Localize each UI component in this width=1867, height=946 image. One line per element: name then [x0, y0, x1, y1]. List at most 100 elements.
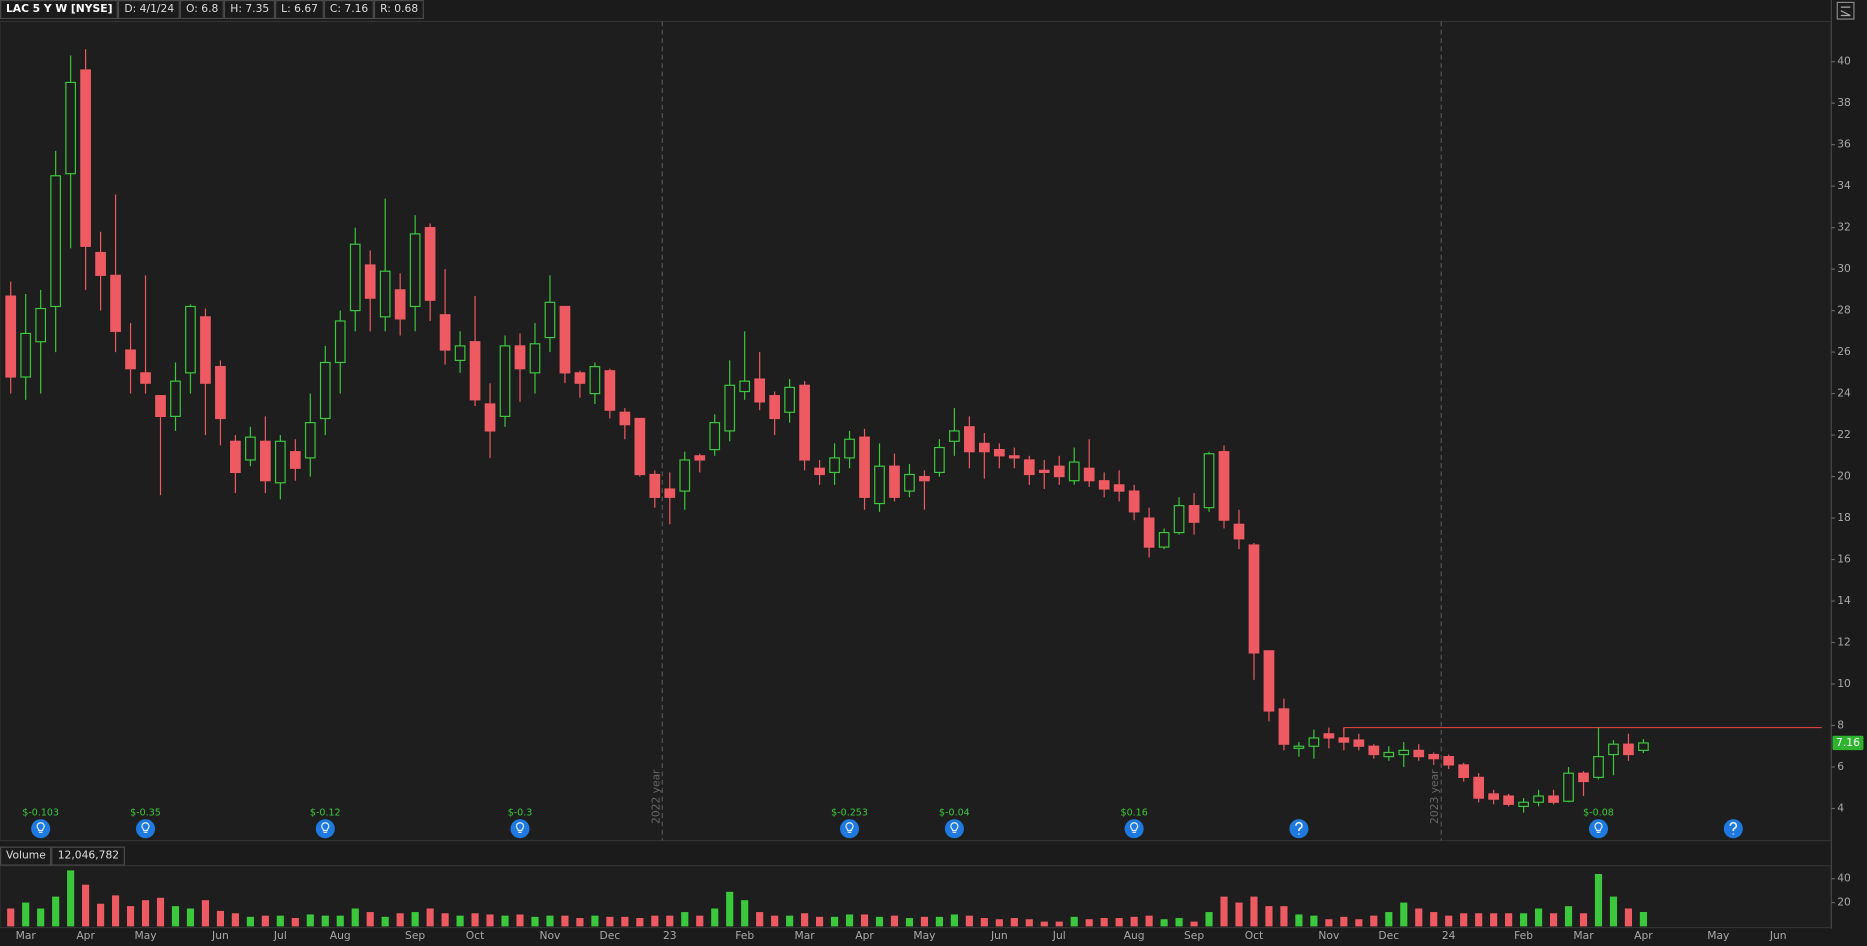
earnings-icon[interactable] [510, 819, 530, 839]
menu-glyph[interactable] [1840, 6, 1851, 17]
candle-body [274, 440, 286, 484]
earnings-marker[interactable]: $-0.35 [130, 808, 161, 839]
earnings-icon[interactable] [1124, 819, 1144, 839]
question-glyph [1729, 821, 1738, 835]
candle-body [140, 372, 151, 384]
candle-body [1143, 517, 1155, 548]
candle-body [1518, 801, 1529, 808]
volume-bar [1385, 912, 1393, 927]
volume-bar [1520, 913, 1528, 927]
earnings-marker[interactable] [1723, 819, 1743, 839]
volume-bar [1400, 902, 1408, 927]
header-bar: LAC 5 Y W [NYSE] D: 4/1/24 O: 6.8 H: 7.35 L… [0, 0, 425, 20]
volume-bar [1445, 915, 1453, 927]
y-tick-label: 38 [1837, 96, 1851, 109]
earnings-marker[interactable]: $-0.12 [310, 808, 341, 839]
candle-body [1488, 793, 1499, 800]
bulb-glyph [36, 822, 45, 833]
bulb-glyph [1129, 822, 1139, 833]
candle-body [978, 442, 990, 453]
x-tick-label: Jun [990, 929, 1008, 942]
candle-body [35, 307, 47, 343]
volume-bar [681, 912, 689, 927]
volume-bar [1505, 913, 1513, 927]
year-label: 2023 year [1428, 769, 1441, 824]
volume-bar [7, 908, 15, 927]
earnings-marker[interactable]: $-0.08 [1583, 808, 1614, 839]
x-tick-label: Apr [76, 929, 95, 942]
price-pane [0, 20, 1832, 842]
candle-body [80, 69, 91, 247]
earnings-marker[interactable]: $-0.3 [508, 808, 533, 839]
candle-body [739, 380, 751, 393]
earnings-marker[interactable]: $-0.253 [831, 808, 868, 839]
y-tick-label: 20 [1837, 470, 1851, 483]
earnings-icon[interactable] [31, 819, 51, 839]
candle-body [1428, 753, 1440, 760]
candle-body [215, 366, 226, 420]
volume-bar [486, 914, 494, 927]
earnings-marker[interactable]: $-0.103 [22, 808, 59, 839]
candle-body [1548, 795, 1559, 803]
volume-bar [471, 913, 479, 927]
volume-bar [696, 915, 704, 927]
candle-body [1113, 484, 1125, 492]
candle-body [829, 457, 840, 474]
volume-bar [37, 908, 45, 927]
candle-body [993, 449, 1005, 457]
volume-bar [1609, 896, 1618, 927]
x-tick-label: Apr [855, 929, 874, 942]
candle-body [245, 436, 256, 461]
candle-body [1218, 451, 1230, 521]
x-tick-label: Jul [273, 929, 287, 942]
year-label: 2022 year [649, 769, 662, 824]
candle-body [814, 467, 825, 476]
x-tick-label: May [913, 929, 936, 942]
earnings-icon[interactable] [315, 819, 335, 839]
menu-box[interactable] [1836, 1, 1855, 20]
volume-bar [366, 912, 374, 927]
candle-body [1308, 737, 1320, 747]
volume-bar [1624, 908, 1633, 927]
candle-body [589, 366, 601, 395]
earnings-icon[interactable] [840, 819, 860, 839]
earnings-icon[interactable] [1588, 819, 1609, 839]
candle-body [1503, 795, 1514, 805]
earnings-icon[interactable] [944, 819, 964, 839]
candle-body [574, 372, 586, 384]
volume-bar [1549, 913, 1558, 927]
volume-bar [1205, 912, 1213, 927]
volume-bar [97, 903, 105, 927]
volume-bar [531, 916, 539, 927]
earnings-icon[interactable] [136, 819, 156, 839]
earnings-label: $-0.253 [831, 808, 868, 819]
earnings-marker[interactable]: $0.16 [1121, 808, 1148, 839]
volume-bar [1490, 913, 1498, 927]
candle-body [784, 386, 795, 413]
x-tick-label: Mar [16, 929, 37, 942]
volume-bar [1160, 919, 1168, 927]
volume-bar [1100, 918, 1108, 927]
candle-body [349, 243, 361, 312]
candle-body [170, 380, 181, 418]
volume-bar [516, 914, 524, 927]
earnings-marker[interactable] [1289, 819, 1309, 839]
candle-body [304, 422, 316, 459]
candle-body [1248, 544, 1260, 654]
candle-body [454, 345, 466, 361]
volume-bar [321, 915, 329, 927]
y-tick-label: 32 [1837, 221, 1851, 234]
candle-body [379, 270, 391, 318]
menu-icon[interactable] [1836, 1, 1855, 20]
volume-bar [1085, 919, 1093, 927]
candle-body [904, 473, 915, 492]
volume-bar [1579, 913, 1588, 927]
volume-bar [276, 915, 284, 927]
y-tick-label: 24 [1837, 387, 1851, 400]
volume-bar [231, 913, 239, 927]
earnings-marker[interactable]: $-0.04 [939, 808, 970, 839]
candle-body [694, 455, 706, 461]
volume-bar [456, 915, 464, 927]
candle-body [1533, 795, 1544, 803]
